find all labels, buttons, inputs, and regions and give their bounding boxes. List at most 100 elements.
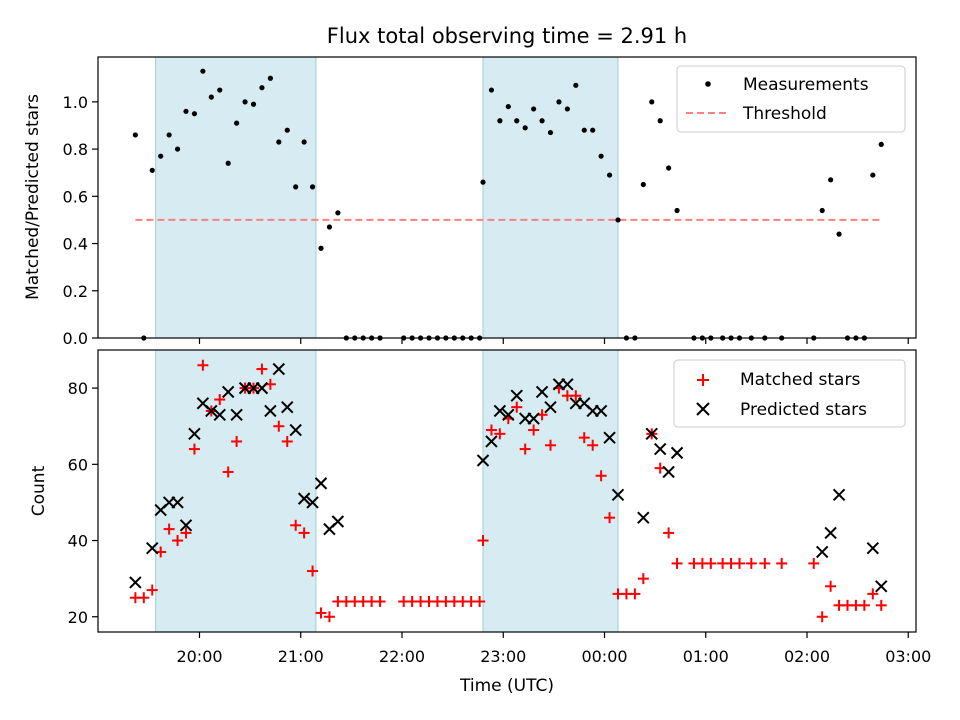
measurement-point [657, 118, 663, 124]
predicted-star-point [255, 381, 269, 395]
matched-star-point [307, 565, 319, 577]
x-tick-label: 21:00 [278, 647, 324, 666]
measurement-point [819, 207, 825, 214]
measurement-point [250, 101, 257, 107]
matched-star-point [273, 420, 285, 432]
shaded-interval [482, 349, 619, 633]
matched-star-point [808, 557, 820, 569]
matched-star-point [298, 527, 310, 539]
matched-star-point [163, 523, 175, 535]
matched-star-point [323, 611, 335, 623]
top-x-ticks [198, 338, 909, 344]
predicted-star-point [510, 389, 523, 402]
predicted-star-point [670, 446, 684, 460]
predicted-star-point [221, 385, 235, 399]
matched-star-point [759, 557, 771, 569]
measurement-point [217, 87, 223, 93]
measurement-point [200, 68, 206, 74]
predicted-star-point [213, 408, 226, 421]
measurement-point [301, 139, 307, 145]
shaded-interval [155, 349, 317, 633]
measurement-point [276, 139, 282, 145]
y-tick-label: 60 [68, 455, 88, 474]
measurement-point [606, 172, 613, 178]
matched-star-point [671, 557, 683, 569]
bottom-y-axis-label: Count [29, 465, 49, 516]
legend-marker-matched [697, 374, 709, 386]
bottom-y-ticks: 20 40 60 80 [68, 379, 98, 627]
predicted-star-point [603, 431, 616, 444]
measurement-point [488, 87, 495, 93]
predicted-star-point [866, 541, 880, 555]
bottom-panel: 20 40 60 80 20:00 21:00 22:00 23:00 00:00 01:00 0… [29, 349, 931, 696]
predicted-star-point [502, 408, 515, 421]
matched-star-point [511, 401, 523, 413]
measurement-point [309, 184, 316, 190]
matched-star-point [231, 435, 243, 447]
matched-star-point [180, 527, 192, 539]
measurement-point [590, 127, 596, 133]
measurement-point [878, 141, 884, 147]
y-tick-label: 0.4 [63, 235, 88, 254]
measurement-point [132, 132, 138, 138]
bottom-legend: Matched stars Predicted stars [673, 359, 906, 428]
matched-star-point [745, 557, 757, 569]
x-axis-label: Time (UTC) [459, 676, 554, 696]
predicted-star-point [146, 541, 159, 555]
matched-star-point [587, 439, 599, 451]
predicted-star-point [832, 488, 846, 502]
predicted-star-point [493, 404, 507, 418]
matched-star-point [545, 439, 556, 451]
measurement-point [158, 153, 164, 159]
matched-star-point [875, 599, 887, 611]
matched-star-point [528, 424, 540, 436]
measurement-point [539, 118, 545, 124]
matched-star-point [485, 424, 497, 436]
matched-star-point [197, 359, 209, 371]
predicted-star-point [561, 378, 574, 391]
matched-star-point [604, 512, 616, 524]
top-legend-box [676, 65, 906, 133]
predicted-star-point [306, 496, 319, 509]
predicted-star-point [637, 511, 650, 524]
predicted-star-point [594, 404, 608, 418]
predicted-star-point [205, 404, 218, 418]
matched-star-point [570, 390, 582, 402]
matched-star-point [858, 599, 870, 611]
measurement-point [335, 210, 341, 216]
legend-label-matched: Matched stars [740, 370, 860, 390]
matched-star-point [374, 596, 386, 608]
predicted-star-point [281, 400, 294, 414]
measurement-point [267, 75, 273, 81]
predicted-star-point [815, 545, 829, 559]
matched-star-point [214, 394, 226, 406]
measurement-point [259, 85, 265, 91]
y-tick-label: 0.6 [63, 187, 88, 206]
legend-marker-predicted [696, 402, 710, 416]
legend-label-measurements: Measurements [743, 75, 869, 95]
matched-star-point [776, 557, 788, 569]
predicted-star-point [527, 412, 540, 425]
predicted-star-point [314, 477, 328, 490]
y-tick-label: 80 [68, 379, 88, 398]
matched-star-point [281, 435, 293, 447]
measurement-point [649, 99, 655, 105]
matched-star-point [816, 611, 828, 623]
predicted-star-point [297, 492, 311, 505]
measurement-point [225, 160, 231, 166]
top-panel: 0.0 0.2 0.4 0.6 0.8 1.0 Matched/Predicted sta… [23, 56, 917, 348]
measurement-point [615, 217, 621, 223]
x-tick-label: 03:00 [885, 647, 931, 666]
y-tick-label: 40 [68, 532, 88, 551]
x-tick-label: 02:00 [784, 647, 830, 666]
matched-star-point [629, 588, 641, 600]
matched-star-point [477, 535, 489, 547]
legend-label-predicted: Predicted stars [740, 400, 867, 420]
chart-title: Flux total observing time = 2.91 h [327, 24, 687, 48]
measurement-point [149, 167, 155, 173]
measurement-point [166, 132, 172, 138]
measurement-point [836, 231, 842, 237]
legend-label-threshold: Threshold [742, 104, 827, 124]
matched-star-point [474, 596, 486, 608]
predicted-star-point [272, 362, 286, 376]
